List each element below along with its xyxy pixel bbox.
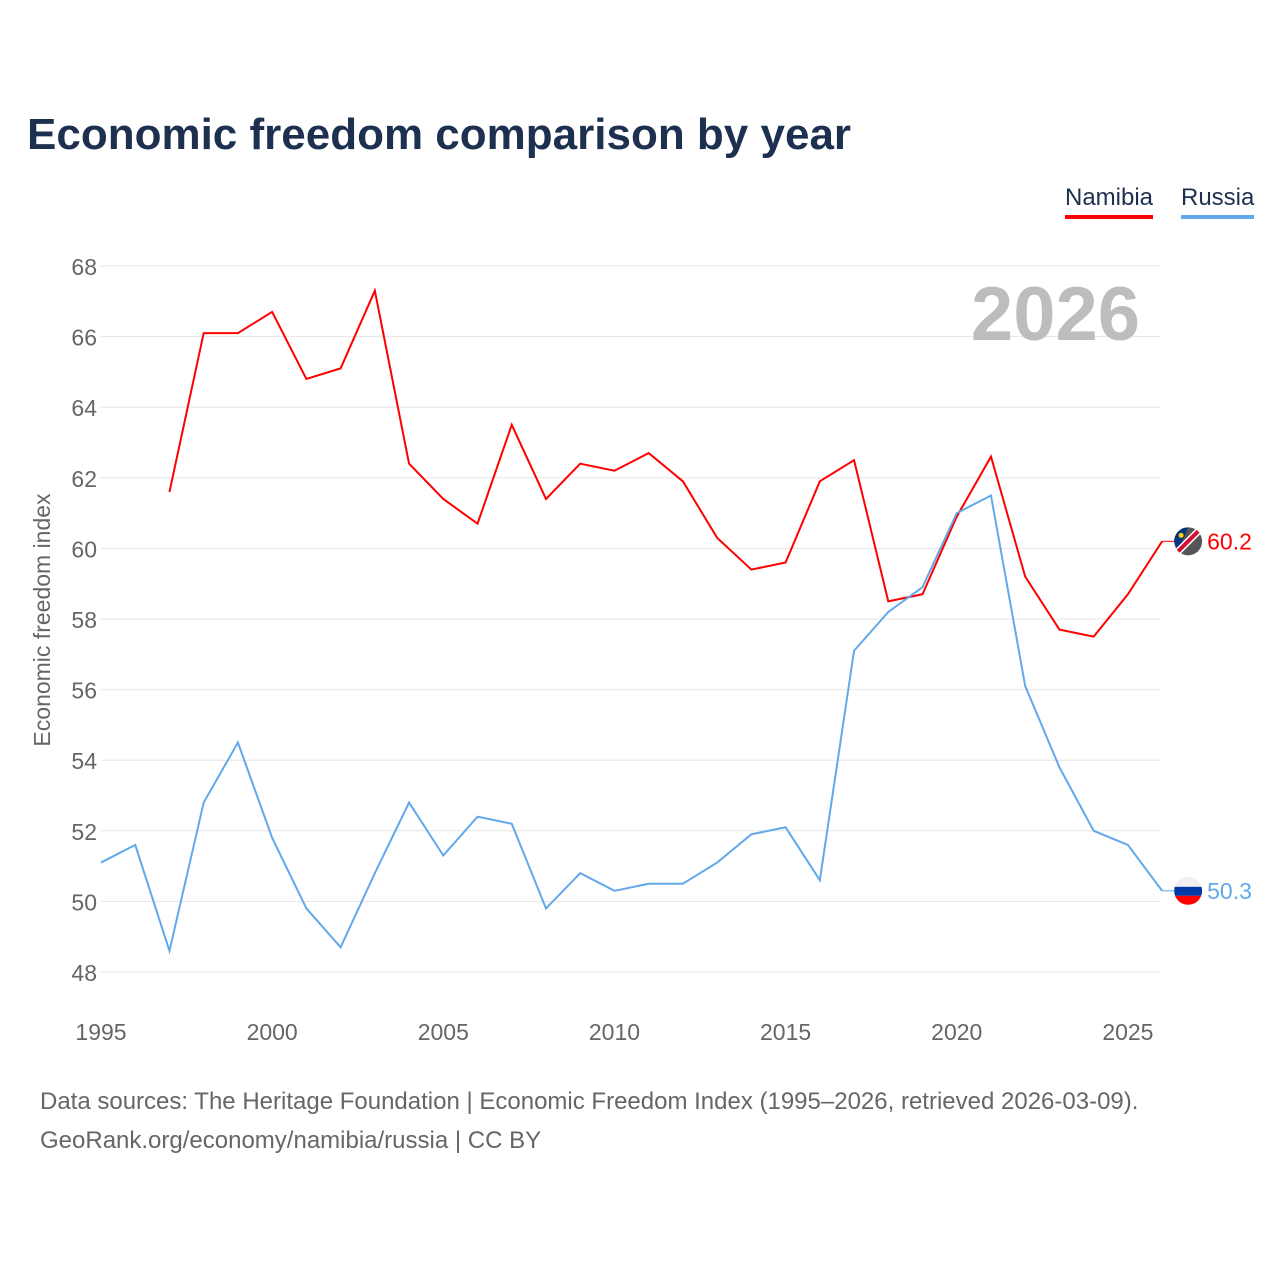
x-tick-label: 2025: [1102, 1019, 1153, 1045]
y-axis-label: Economic freedom index: [29, 493, 55, 747]
y-tick-label: 62: [71, 466, 97, 492]
y-tick-label: 56: [71, 678, 97, 704]
y-tick-label: 52: [71, 819, 97, 845]
chart-title: Economic freedom comparison by year: [27, 110, 852, 159]
source-line: Data sources: The Heritage Foundation | …: [40, 1088, 1139, 1115]
y-tick-label: 48: [71, 960, 97, 986]
x-tick-label: 2020: [931, 1019, 982, 1045]
series-line-russia: [100, 493, 1163, 955]
y-tick-label: 58: [71, 607, 97, 633]
y-tick-label: 68: [71, 254, 97, 280]
x-tick-label: 2015: [760, 1019, 811, 1045]
russia-flag-icon: [1174, 876, 1203, 887]
y-tick-label: 50: [71, 889, 97, 915]
y-tick-label: 60: [71, 536, 97, 562]
legend-russia[interactable]: Russia: [1181, 184, 1255, 219]
x-tick-label: 1995: [75, 1019, 126, 1045]
x-tick-label: 2000: [247, 1019, 298, 1045]
y-tick-label: 64: [71, 395, 97, 421]
end-value-label-namibia: 60.2: [1207, 528, 1252, 554]
series-line-namibia: [168, 287, 1163, 638]
legend-namibia[interactable]: Namibia: [1065, 184, 1154, 219]
end-value-label-russia: 50.3: [1207, 878, 1252, 904]
y-tick-label: 54: [71, 748, 97, 774]
russia-flag-icon: [1174, 886, 1203, 896]
year-watermark: 2026: [971, 272, 1140, 357]
x-tick-label: 2010: [589, 1019, 640, 1045]
namibia-flag-icon: [1176, 529, 1200, 553]
x-tick-label: 2005: [418, 1019, 469, 1045]
source-url: GeoRank.org/economy/namibia/russia | CC …: [40, 1127, 542, 1154]
namibia-flag-icon: [1174, 527, 1189, 552]
namibia-flag-icon: [1178, 532, 1184, 538]
russia-flag-icon: [1174, 895, 1203, 905]
y-tick-label: 66: [71, 325, 97, 351]
